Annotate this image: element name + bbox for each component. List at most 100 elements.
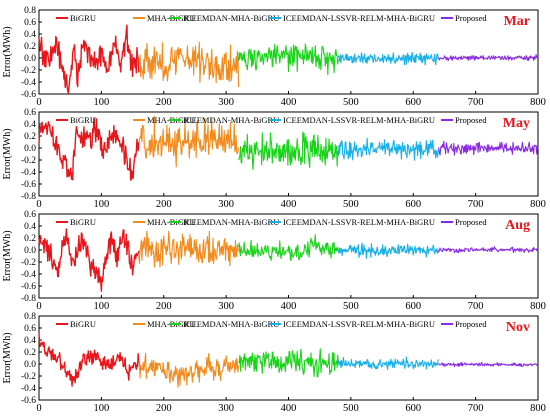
x-tick-label: 300 <box>218 403 234 414</box>
x-tick-label: 800 <box>530 301 546 312</box>
x-tick-label: 300 <box>218 199 234 210</box>
x-tick-label: 200 <box>156 301 172 312</box>
legend-label: ICEEMDAN-MHA-BiGRU <box>183 115 279 125</box>
legend-label: ICEEMDAN-MHA-BiGRU <box>183 319 279 329</box>
panel-nov: -0.6 -0.4 -0.2 0.0 0.2 0.4 0.6 0.8 0 100 200 300 400… <box>2 312 546 414</box>
y-tick-label: -0.4 <box>21 270 36 280</box>
legend-label: BiGRU <box>70 13 96 23</box>
series-line-bigru <box>38 228 140 292</box>
y-tick-label: 0.8 <box>24 6 36 16</box>
series-line-iceemdan-mha-bigru <box>238 234 339 262</box>
x-tick-label: 700 <box>468 301 484 312</box>
series-line-proposed <box>437 361 539 368</box>
series-line-iceemdan-mha-bigru <box>238 131 339 171</box>
y-tick-label: -0.6 <box>21 396 36 406</box>
series-line-bigru <box>38 332 140 387</box>
legend-label: ICEEMDAN-LSSVR-RELM-MHA-BiGRU <box>283 115 435 125</box>
x-tick-label: 300 <box>218 301 234 312</box>
x-tick-label: 500 <box>343 403 359 414</box>
panel-mar: -0.6 -0.4 -0.2 0.0 0.2 0.4 0.6 0.8 0 100 200 300 400… <box>2 6 546 108</box>
x-tick-label: 700 <box>468 403 484 414</box>
x-tick-label: 100 <box>94 199 110 210</box>
x-tick-label: 800 <box>530 97 546 108</box>
x-tick-label: 100 <box>94 301 110 312</box>
x-tick-label: 500 <box>343 301 359 312</box>
y-tick-label: -0.4 <box>21 384 36 394</box>
x-tick-label: 400 <box>281 97 297 108</box>
y-tick-label: 0.6 <box>24 210 36 220</box>
y-tick-label: 0.0 <box>24 246 36 256</box>
x-tick-label: 0 <box>36 301 41 312</box>
legend-label: BiGRU <box>70 319 96 329</box>
legend-label: Proposed <box>455 13 487 23</box>
series-line-mha-bigru <box>138 230 240 268</box>
series-line-bigru <box>38 117 140 181</box>
y-tick-label: -0.8 <box>21 192 36 202</box>
y-tick-label: -0.4 <box>21 78 36 88</box>
series-line-iceemdan-lssvr-relm-mha-bigru <box>337 242 439 259</box>
series-line-mha-bigru <box>138 41 240 88</box>
legend-label: ICEEMDAN-LSSVR-RELM-MHA-BiGRU <box>283 217 435 227</box>
y-tick-label: -0.2 <box>21 66 36 76</box>
x-tick-label: 400 <box>281 301 297 312</box>
legend-label: ICEEMDAN-MHA-BiGRU <box>183 217 279 227</box>
y-tick-label: -0.6 <box>21 282 36 292</box>
month-label: Aug <box>505 218 530 233</box>
x-tick-label: 100 <box>94 97 110 108</box>
legend-label: BiGRU <box>70 115 96 125</box>
panel-may: -0.8 -0.6 -0.4 -0.2 0.0 0.2 0.4 0.6 0 100 200 300 40… <box>2 108 546 210</box>
legend-label: Proposed <box>455 115 487 125</box>
y-tick-label: 0.4 <box>24 222 36 232</box>
month-label: May <box>503 116 530 131</box>
series-line-iceemdan-mha-bigru <box>238 348 339 378</box>
y-tick-label: 0.4 <box>24 30 36 40</box>
y-tick-label: 0.2 <box>24 42 36 52</box>
x-tick-label: 400 <box>281 403 297 414</box>
x-tick-label: 200 <box>156 97 172 108</box>
legend-label: Proposed <box>455 217 487 227</box>
y-tick-label: 0.6 <box>24 108 36 118</box>
x-tick-label: 200 <box>156 403 172 414</box>
legend-label: ICEEMDAN-MHA-BiGRU <box>183 13 279 23</box>
series-line-iceemdan-lssvr-relm-mha-bigru <box>337 137 439 161</box>
x-tick-label: 300 <box>218 97 234 108</box>
y-tick-label: -0.4 <box>21 168 36 178</box>
x-tick-label: 400 <box>281 199 297 210</box>
y-axis-label: Error(MWh) <box>2 26 13 77</box>
y-tick-label: -0.6 <box>21 90 36 100</box>
legend-label: ICEEMDAN-LSSVR-RELM-MHA-BiGRU <box>283 13 435 23</box>
y-tick-label: 0.6 <box>24 18 36 28</box>
y-tick-label: 0.8 <box>24 312 36 322</box>
series-line-iceemdan-lssvr-relm-mha-bigru <box>337 51 439 66</box>
y-tick-label: 0.2 <box>24 234 36 244</box>
y-tick-label: 0.6 <box>24 324 36 334</box>
x-tick-label: 600 <box>405 301 421 312</box>
series-line-bigru <box>38 24 140 94</box>
x-tick-label: 800 <box>530 403 546 414</box>
y-axis-label: Error(MWh) <box>2 230 13 281</box>
series-line-proposed <box>437 246 539 254</box>
x-tick-label: 0 <box>36 199 41 210</box>
y-tick-label: -0.6 <box>21 180 36 190</box>
x-tick-label: 500 <box>343 199 359 210</box>
x-tick-label: 100 <box>94 403 110 414</box>
y-tick-label: 0.0 <box>24 54 36 64</box>
y-axis-label: Error(MWh) <box>2 128 13 179</box>
x-tick-label: 200 <box>156 199 172 210</box>
legend-label: BiGRU <box>70 217 96 227</box>
panel-aug: -0.8 -0.6 -0.4 -0.2 0.0 0.2 0.4 0.6 0 100 200 300 40… <box>2 210 546 312</box>
series-line-iceemdan-lssvr-relm-mha-bigru <box>337 356 439 370</box>
y-tick-label: 0.0 <box>24 360 36 370</box>
y-tick-label: 0.2 <box>24 132 36 142</box>
x-tick-label: 0 <box>36 97 41 108</box>
y-tick-label: 0.2 <box>24 348 36 358</box>
month-label: Mar <box>504 14 530 29</box>
y-axis-label: Error(MWh) <box>2 332 13 383</box>
x-tick-label: 700 <box>468 97 484 108</box>
y-tick-label: -0.2 <box>21 258 36 268</box>
series-line-mha-bigru <box>138 352 240 388</box>
month-label: Nov <box>506 320 530 335</box>
legend-label: Proposed <box>455 319 487 329</box>
y-tick-label: -0.2 <box>21 156 36 166</box>
